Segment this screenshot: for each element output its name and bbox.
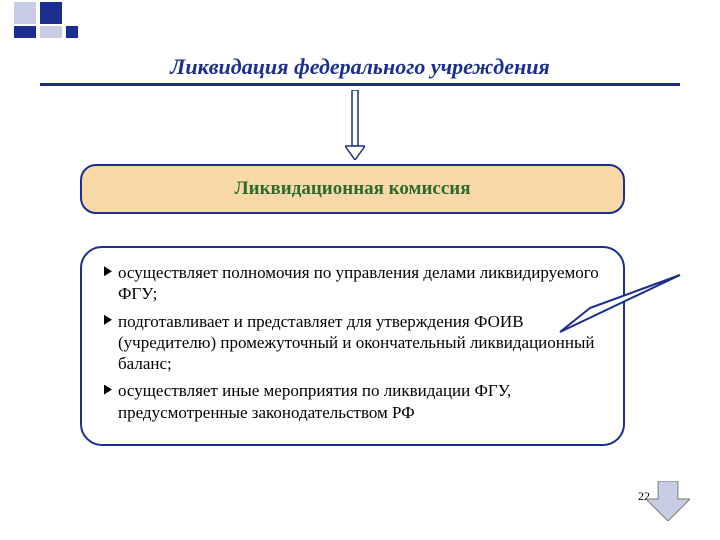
next-arrow-icon <box>646 481 690 526</box>
duties-item: осуществляет полномочия по управления де… <box>104 262 601 305</box>
duties-list: осуществляет полномочия по управления де… <box>104 262 601 423</box>
next-arrow-svg <box>646 481 690 521</box>
decor-sq <box>14 2 36 24</box>
arrow-svg <box>345 90 365 160</box>
duties-callout: осуществляет полномочия по управления де… <box>80 246 625 446</box>
commission-box: Ликвидационная комиссия <box>80 164 625 214</box>
commission-label: Ликвидационная комиссия <box>234 178 470 199</box>
decor-sq <box>66 26 78 38</box>
decor-sq <box>40 26 62 38</box>
arrow-down-icon <box>345 90 365 165</box>
duties-item: подготавливает и представляет для утверж… <box>104 311 601 375</box>
page-title: Ликвидация федерального учреждения <box>0 54 720 80</box>
decor-sq <box>14 26 36 38</box>
decor-sq <box>40 2 62 24</box>
title-underline <box>40 83 680 86</box>
duties-item: осуществляет иные мероприятия по ликвида… <box>104 380 601 423</box>
decorative-squares <box>0 0 180 48</box>
